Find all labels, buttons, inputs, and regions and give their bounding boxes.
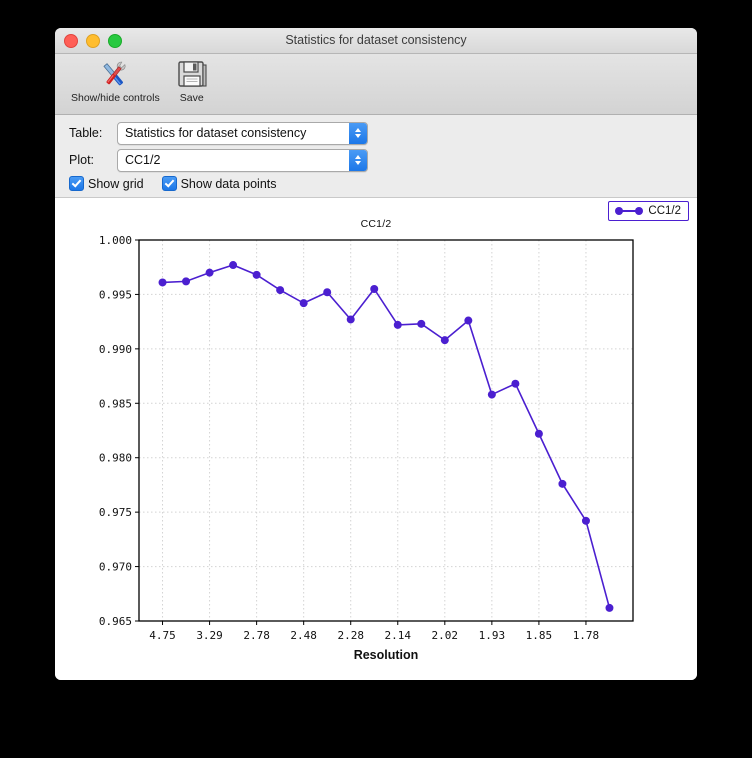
show-data-points-label: Show data points <box>180 176 277 191</box>
x-tick-label: 4.75 <box>149 629 176 642</box>
y-tick-label: 0.970 <box>99 561 132 574</box>
data-point <box>534 429 543 438</box>
x-tick-label: 1.85 <box>526 629 553 642</box>
show-grid-label: Show grid <box>88 176 144 191</box>
x-tick-label: 1.93 <box>479 629 506 642</box>
y-tick-label: 1.000 <box>99 234 132 247</box>
data-point <box>276 286 285 295</box>
data-point <box>581 516 590 525</box>
title-bar: Statistics for dataset consistency <box>55 28 697 54</box>
app-window: Statistics for dataset consistency <box>55 28 697 680</box>
data-point <box>229 261 238 270</box>
toolbar: Show/hide controls Save <box>55 54 697 115</box>
zoom-button[interactable] <box>108 34 122 48</box>
table-select-value: Statistics for dataset consistency <box>125 126 307 140</box>
y-tick-label: 0.980 <box>99 452 132 465</box>
plot-select[interactable]: CC1/2 <box>117 148 368 172</box>
close-button[interactable] <box>64 34 78 48</box>
table-row: Table: Statistics for dataset consistenc… <box>69 121 697 145</box>
show-hide-controls-button[interactable]: Show/hide controls <box>65 57 166 104</box>
controls-panel: Table: Statistics for dataset consistenc… <box>55 115 697 198</box>
data-point <box>370 284 379 293</box>
show-data-points-checkbox[interactable] <box>161 176 177 191</box>
chevron-updown-icon <box>349 149 367 171</box>
data-point <box>393 320 402 329</box>
data-point <box>182 277 191 286</box>
legend-marker-icon <box>615 207 644 215</box>
data-point <box>464 316 473 325</box>
y-tick-label: 0.985 <box>99 397 132 410</box>
data-point <box>440 336 449 345</box>
plot-area: CC1/2 CC1/2 1.000 0.995 0.990 0.985 0.980 0.9… <box>55 198 697 680</box>
x-tick-label: 1.78 <box>573 629 600 642</box>
table-select[interactable]: Statistics for dataset consistency <box>117 121 368 145</box>
data-point <box>158 278 167 287</box>
chart-legend: CC1/2 <box>608 201 689 221</box>
legend-label: CC1/2 <box>648 205 681 217</box>
save-label: Save <box>179 92 204 104</box>
x-tick-label: 3.29 <box>196 629 223 642</box>
y-tick-label: 0.965 <box>99 615 132 628</box>
plot-row: Plot: CC1/2 <box>69 148 697 172</box>
x-axis-label: Resolution <box>354 648 419 662</box>
data-point <box>487 390 496 399</box>
window-controls <box>64 34 122 48</box>
data-point <box>511 379 520 388</box>
table-label: Table: <box>69 126 103 140</box>
window-title: Statistics for dataset consistency <box>285 33 467 47</box>
x-tick-label: 2.28 <box>337 629 364 642</box>
show-hide-controls-label: Show/hide controls <box>71 92 160 104</box>
tools-icon <box>97 57 133 91</box>
floppy-disk-icon <box>176 57 208 91</box>
data-point <box>323 288 332 297</box>
chart-title: CC1/2 <box>360 218 392 230</box>
minimize-button[interactable] <box>86 34 100 48</box>
data-point <box>558 479 567 488</box>
x-tick-label: 2.48 <box>290 629 317 642</box>
data-point <box>346 315 355 324</box>
show-grid-checkbox[interactable] <box>69 176 84 191</box>
plot-select-value: CC1/2 <box>125 153 161 167</box>
data-point <box>299 299 308 308</box>
x-tick-label: 2.78 <box>243 629 270 642</box>
x-tick-label: 2.14 <box>385 629 412 642</box>
plot-label: Plot: <box>69 153 95 167</box>
chart-svg: 1.000 0.995 0.990 0.985 0.980 0.975 0.970 0.965… <box>99 234 634 662</box>
y-tick-label: 0.990 <box>99 343 132 356</box>
save-button[interactable]: Save <box>166 57 218 104</box>
x-tick-label: 2.02 <box>432 629 459 642</box>
chevron-updown-icon <box>349 122 367 144</box>
checkbox-row: Show grid Show data points <box>69 176 697 191</box>
y-tick-label: 0.995 <box>99 288 132 301</box>
data-point <box>205 268 214 277</box>
data-point <box>605 603 614 612</box>
data-point <box>252 270 261 279</box>
data-point <box>417 319 426 328</box>
y-tick-label: 0.975 <box>99 506 132 519</box>
